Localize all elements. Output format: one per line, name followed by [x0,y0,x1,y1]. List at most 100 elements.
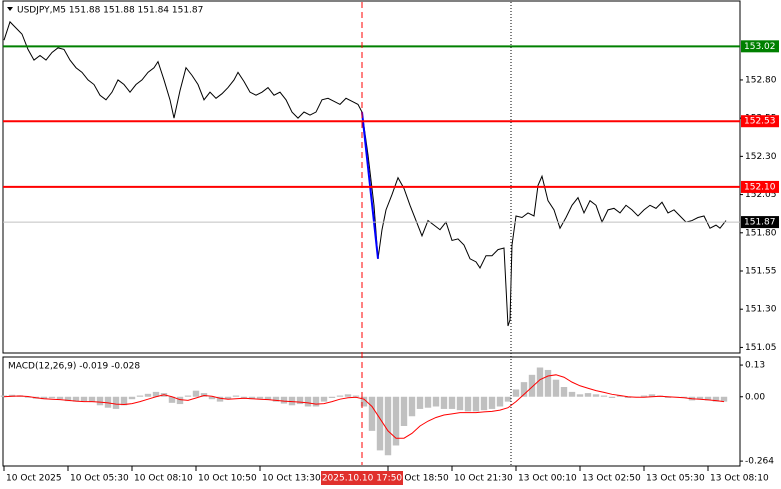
histogram-bar [496,396,504,407]
histogram-bar [464,396,472,412]
histogram-bar [552,379,560,397]
histogram-bar [152,391,160,397]
histogram-bar [696,396,704,400]
histogram-bar [584,393,592,397]
histogram-bar [512,389,520,397]
histogram-bar [392,396,400,446]
x-tick-label: 10 Oct 18:50 [390,474,449,484]
histogram-bar [56,396,64,400]
histogram-bar [608,396,616,398]
level-label-box [741,216,779,229]
price-frame [2,0,741,354]
histogram-bar [264,396,272,400]
histogram-bar [624,396,632,398]
histogram-bar [304,396,312,407]
histogram-bar [24,396,32,398]
histogram-bar [48,396,56,399]
x-tick-label: 13 Oct 02:50 [582,474,641,484]
level-label-box [741,180,779,193]
histogram-bar [576,394,584,397]
histogram-bar [208,396,216,400]
histogram-bar [224,396,232,400]
histogram-bar [712,396,720,402]
x-tick-label: 10 Oct 13:30 [262,474,321,484]
histogram-bar [664,396,672,398]
histogram-bar [176,396,184,405]
histogram-bar [448,396,456,409]
y-tick-label: 0.13 [745,361,765,371]
y-tick-label: 151.80 [745,228,777,238]
histogram-bar [40,396,48,400]
histogram-bar [376,396,384,451]
histogram-bar [112,396,120,409]
y-tick-label: 151.55 [745,266,777,276]
histogram-bar [536,367,544,397]
histogram-bar [456,396,464,411]
histogram-bar [520,382,528,397]
y-tick-label: 151.30 [745,305,777,315]
histogram-bar [480,396,488,411]
level-label-box [741,115,779,128]
histogram-bar [200,393,208,397]
histogram-bar [256,396,264,399]
cursor-label: 2025.10.10 17:50 [322,474,403,484]
histogram-bar [104,396,112,408]
histogram-bar [648,394,656,397]
histogram-bar [192,390,200,397]
level-label: 151.87 [744,218,776,228]
histogram-bar [128,396,136,400]
histogram-bar [216,396,224,402]
histogram-bar [328,396,336,398]
y-tick-label: 151.05 [745,343,777,353]
line-series [3,20,727,327]
y-tick-label: 152.05 [745,190,777,200]
y-tick-label: 0.00 [745,392,765,402]
histogram-bar [704,396,712,401]
histogram-bar [80,396,88,402]
histogram-bar [72,396,80,402]
chart-title: USDJPY,M5 151.88 151.88 151.84 151.87 [17,6,203,16]
y-tick-label: -0.264 [745,457,774,467]
histogram-bar [280,396,288,404]
histogram-bar [312,396,320,407]
histogram-bar [416,396,424,409]
line-series [3,374,725,439]
histogram-bar [88,396,96,403]
x-tick-label: 13 Oct 05:30 [646,474,705,484]
histogram-bar [240,396,248,398]
histogram-bar [64,396,72,402]
histogram-bar [248,396,256,400]
histogram-bar [136,395,144,397]
histogram-bar [640,395,648,397]
histogram-bar [296,396,304,405]
histogram-bar [568,391,576,397]
histogram-bar [96,396,104,406]
macd-frame [2,356,741,467]
histogram-bar [432,396,440,407]
histogram-bar [120,396,128,406]
histogram-bar [336,395,344,397]
histogram-bar [720,396,728,402]
histogram-bar [440,396,448,409]
histogram-bar [344,394,352,397]
histogram-bar [320,396,328,402]
histogram-bar [168,396,176,403]
y-tick-label: 152.80 [745,75,777,85]
histogram-bar [368,396,376,431]
x-tick-label: 10 Oct 21:30 [454,474,513,484]
level-label: 153.02 [744,42,776,52]
level-label: 152.10 [744,182,776,192]
y-tick-label: 152.30 [745,152,777,162]
histogram-bar [232,395,240,397]
histogram-bar [384,396,392,456]
cursor-label-box [321,471,403,485]
x-tick-label: 10 Oct 05:30 [70,474,129,484]
histogram-bar [560,387,568,397]
histogram-bar [504,396,512,402]
x-tick-label: 10 Oct 08:10 [134,474,193,484]
menu-triangle [7,7,13,11]
histogram-bar [488,396,496,409]
histogram-bar [616,395,624,397]
